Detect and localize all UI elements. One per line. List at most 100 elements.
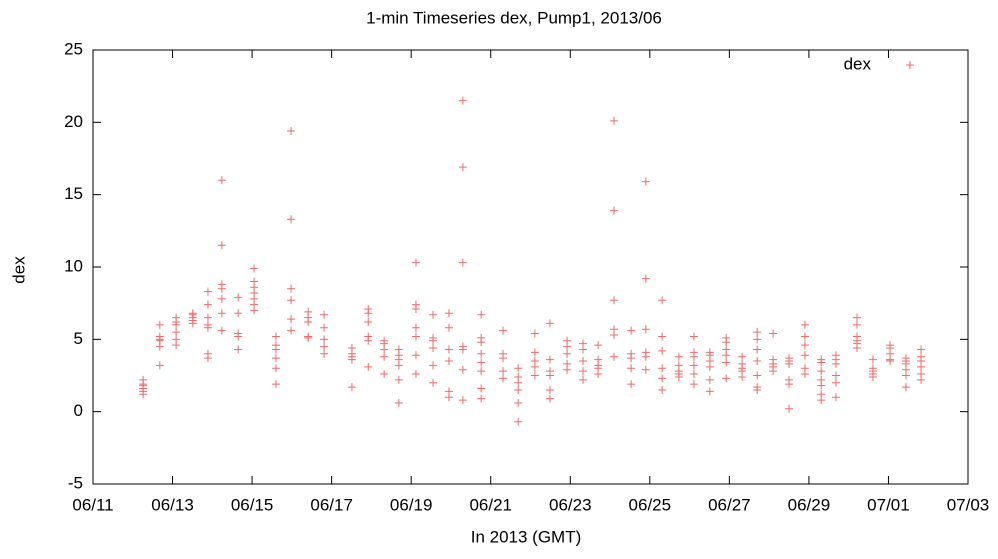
data-point	[831, 371, 840, 380]
y-tick-label: 20	[64, 112, 83, 131]
chart-title: 1-min Timeseries dex, Pump1, 2013/06	[366, 8, 662, 27]
data-point	[753, 357, 762, 366]
data-point	[458, 258, 467, 267]
data-point	[722, 358, 731, 367]
x-tick-label: 06/15	[231, 495, 274, 514]
data-point	[155, 335, 164, 344]
y-tick-label: 5	[74, 329, 83, 348]
data-point	[499, 326, 508, 335]
data-point	[155, 361, 164, 370]
y-tick-label: 10	[64, 256, 83, 275]
data-point	[769, 329, 778, 338]
data-point	[304, 317, 313, 326]
data-point	[817, 396, 826, 405]
data-point	[458, 396, 467, 405]
data-point	[217, 241, 226, 250]
data-point	[271, 380, 280, 389]
data-point	[627, 354, 636, 363]
data-point	[234, 345, 243, 354]
y-tick-label: 25	[64, 39, 83, 58]
data-point	[364, 362, 373, 371]
y-tick-label: 15	[64, 184, 83, 203]
data-point	[594, 341, 603, 350]
data-point	[610, 206, 619, 215]
data-point	[689, 370, 698, 379]
data-point	[579, 357, 587, 366]
data-point	[444, 393, 453, 402]
data-point	[817, 367, 826, 376]
data-point	[411, 351, 420, 360]
data-point	[320, 323, 329, 332]
data-point	[364, 309, 373, 318]
data-point	[429, 344, 438, 353]
data-point	[217, 284, 226, 293]
data-point	[785, 380, 794, 389]
data-point	[641, 325, 650, 334]
x-tick-label: 06/25	[629, 495, 672, 514]
data-point	[738, 352, 747, 361]
data-point	[545, 319, 554, 328]
data-point	[627, 380, 636, 389]
data-point	[917, 375, 926, 384]
data-point	[753, 345, 762, 354]
data-point	[444, 323, 453, 332]
data-point	[610, 116, 619, 125]
data-point	[287, 296, 296, 305]
data-point	[658, 385, 667, 394]
data-point	[868, 372, 877, 381]
y-tick-label: -5	[68, 473, 83, 492]
data-point	[641, 352, 650, 361]
data-point	[901, 371, 910, 380]
data-point	[499, 374, 508, 383]
data-point	[320, 349, 329, 358]
data-point	[579, 367, 587, 376]
data-point	[610, 330, 619, 339]
data-point	[320, 335, 329, 344]
data-point	[594, 370, 603, 379]
data-point	[271, 345, 280, 354]
data-point	[347, 383, 356, 392]
data-point	[444, 309, 453, 318]
x-tick-label: 06/13	[151, 495, 194, 514]
data-point	[722, 338, 731, 347]
data-point	[658, 374, 667, 383]
data-point	[304, 333, 313, 342]
data-point	[499, 354, 508, 363]
data-point	[271, 332, 280, 341]
data-point	[753, 328, 762, 337]
data-point	[139, 381, 148, 390]
data-point	[155, 320, 164, 329]
data-point	[458, 163, 467, 172]
data-point	[563, 349, 572, 358]
data-point	[172, 317, 181, 326]
data-point	[217, 309, 226, 318]
plot-frame	[92, 49, 969, 485]
data-point	[203, 313, 212, 322]
data-point	[563, 342, 572, 351]
data-point	[444, 357, 453, 366]
data-point	[753, 385, 762, 394]
data-point	[217, 326, 226, 335]
data-point	[674, 352, 683, 361]
data-point	[250, 264, 259, 273]
data-point	[394, 361, 403, 370]
data-point	[868, 355, 877, 364]
data-point	[477, 394, 486, 403]
x-tick-label: 07/03	[947, 495, 990, 514]
data-point	[610, 296, 619, 305]
data-point	[429, 310, 438, 319]
data-point	[689, 361, 698, 370]
y-tick-label: 0	[74, 401, 83, 420]
data-point	[689, 352, 698, 361]
legend-marker	[906, 61, 914, 69]
data-point	[785, 404, 794, 413]
data-point	[499, 367, 508, 376]
data-point	[514, 417, 523, 426]
data-point	[530, 348, 539, 357]
data-point	[477, 338, 486, 347]
data-point	[203, 354, 212, 363]
data-point	[287, 284, 296, 293]
data-point	[287, 215, 296, 224]
